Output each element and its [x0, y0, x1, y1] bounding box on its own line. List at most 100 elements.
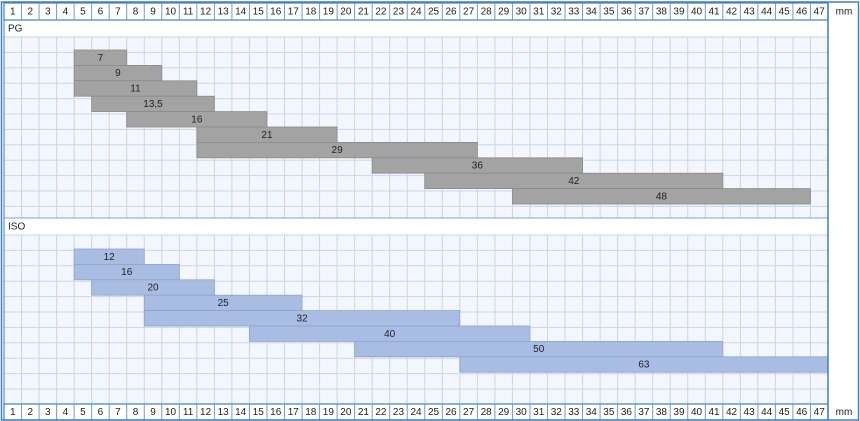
- bar-label: 12: [104, 252, 116, 263]
- x-tick-label: 13: [218, 7, 230, 18]
- x-tick-label: 46: [796, 407, 808, 418]
- x-tick-label: 4: [63, 7, 69, 18]
- x-tick-label: 19: [323, 7, 335, 18]
- x-tick-label: 45: [779, 7, 791, 18]
- x-tick-label: 16: [270, 407, 282, 418]
- x-tick-label: 33: [568, 7, 580, 18]
- x-tick-label: 27: [463, 407, 475, 418]
- x-tick-label: 34: [586, 7, 598, 18]
- x-tick-label: 43: [744, 407, 756, 418]
- bar-label: 16: [121, 267, 133, 278]
- bar-label: 63: [638, 360, 650, 371]
- bar-label: 40: [384, 329, 396, 340]
- x-tick-label: 19: [323, 407, 335, 418]
- x-tick-label: 31: [533, 7, 545, 18]
- axis-unit: mm: [836, 407, 853, 418]
- x-tick-label: 12: [200, 407, 212, 418]
- x-tick-label: 14: [235, 407, 247, 418]
- x-tick-label: 37: [638, 407, 650, 418]
- x-tick-label: 29: [498, 7, 510, 18]
- x-tick-label: 6: [98, 407, 104, 418]
- x-tick-label: 14: [235, 7, 247, 18]
- x-tick-label: 47: [814, 407, 826, 418]
- bar-label: 25: [218, 298, 230, 309]
- bar-label: 29: [332, 145, 344, 156]
- x-tick-label: 38: [656, 7, 668, 18]
- x-tick-label: 20: [340, 407, 352, 418]
- bar-label: 11: [130, 84, 141, 95]
- x-tick-label: 42: [726, 407, 738, 418]
- x-tick-label: 18: [305, 7, 317, 18]
- panel-title-row: [4, 20, 828, 37]
- x-tick-label: 26: [446, 407, 458, 418]
- x-tick-label: 26: [446, 7, 458, 18]
- x-tick-label: 36: [621, 7, 633, 18]
- x-tick-label: 8: [133, 7, 139, 18]
- x-tick-label: 7: [115, 7, 121, 18]
- x-tick-label: 21: [358, 7, 370, 18]
- x-tick-label: 18: [305, 407, 317, 418]
- x-tick-label: 35: [603, 407, 615, 418]
- x-tick-label: 6: [98, 7, 104, 18]
- bar-label: 32: [296, 313, 308, 324]
- x-tick-label: 1: [10, 407, 16, 418]
- x-tick-label: 23: [393, 407, 405, 418]
- x-tick-label: 25: [428, 407, 440, 418]
- x-tick-label: 9: [150, 407, 156, 418]
- x-tick-label: 5: [80, 7, 86, 18]
- x-tick-label: 25: [428, 7, 440, 18]
- panel-title: ISO: [8, 222, 25, 233]
- x-tick-label: 39: [673, 7, 685, 18]
- x-tick-label: 47: [814, 7, 826, 18]
- bar-label: 16: [191, 114, 203, 125]
- x-tick-label: 3: [45, 7, 51, 18]
- x-tick-label: 22: [375, 407, 387, 418]
- bar-label: 48: [656, 191, 668, 202]
- x-tick-label: 8: [133, 407, 139, 418]
- x-tick-label: 39: [673, 407, 685, 418]
- x-tick-label: 30: [516, 407, 528, 418]
- x-tick-label: 38: [656, 407, 668, 418]
- x-tick-label: 33: [568, 407, 580, 418]
- x-tick-label: 24: [410, 7, 422, 18]
- x-tick-label: 22: [375, 7, 387, 18]
- x-tick-label: 16: [270, 7, 282, 18]
- x-tick-label: 27: [463, 7, 475, 18]
- x-tick-label: 29: [498, 407, 510, 418]
- x-tick-label: 28: [481, 407, 493, 418]
- x-tick-label: 1: [10, 7, 16, 18]
- x-tick-label: 41: [708, 407, 720, 418]
- x-tick-label: 42: [726, 7, 738, 18]
- x-tick-label: 46: [796, 7, 808, 18]
- x-tick-label: 36: [621, 407, 633, 418]
- x-tick-label: 32: [551, 407, 563, 418]
- bar-label: 21: [261, 130, 273, 141]
- bar-label: 13,5: [143, 99, 163, 110]
- panel-title: PG: [8, 24, 23, 35]
- axis-unit: mm: [836, 7, 853, 18]
- bar-label: 20: [147, 283, 159, 294]
- x-tick-label: 12: [200, 7, 212, 18]
- x-tick-label: 10: [165, 7, 177, 18]
- x-tick-label: 2: [28, 7, 34, 18]
- bar-label: 50: [533, 344, 545, 355]
- x-tick-label: 24: [410, 407, 422, 418]
- x-tick-label: 37: [638, 7, 650, 18]
- range-bar: [512, 188, 811, 205]
- x-tick-label: 32: [551, 7, 563, 18]
- x-tick-label: 20: [340, 7, 352, 18]
- x-tick-label: 9: [150, 7, 156, 18]
- x-tick-label: 10: [165, 407, 177, 418]
- x-tick-label: 2: [28, 407, 34, 418]
- x-tick-label: 13: [218, 407, 230, 418]
- x-tick-label: 31: [533, 407, 545, 418]
- x-tick-label: 21: [358, 407, 370, 418]
- x-tick-label: 30: [516, 7, 528, 18]
- x-tick-label: 17: [288, 7, 300, 18]
- x-tick-label: 17: [288, 407, 300, 418]
- bar-label: 7: [98, 53, 104, 64]
- x-tick-label: 40: [691, 407, 703, 418]
- x-tick-label: 7: [115, 407, 121, 418]
